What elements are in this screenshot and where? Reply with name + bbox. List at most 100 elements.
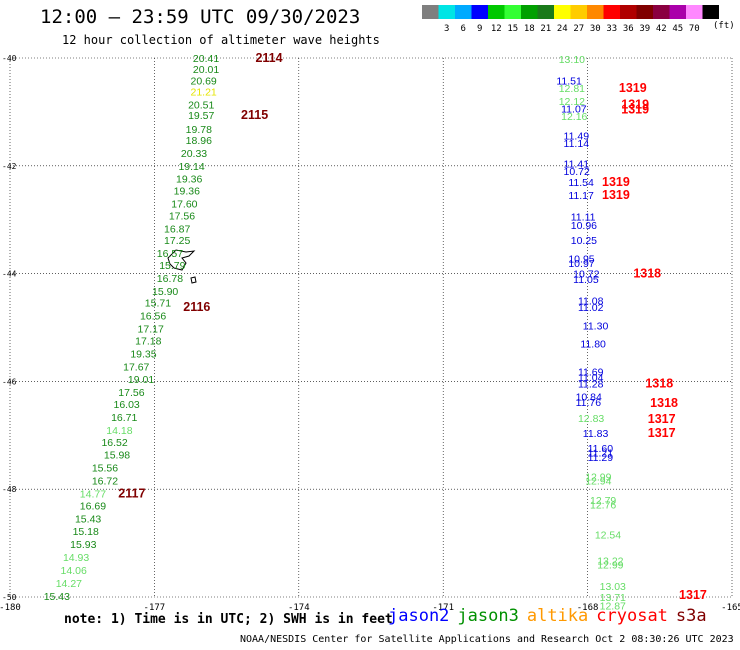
swh-label: 12.54 [595,529,621,541]
swh-label: 16.69 [80,500,106,512]
y-tick-label: -40 [2,54,17,63]
colorbar-label: 30 [590,24,601,34]
swh-label: 11.28 [578,379,604,391]
x-tick-label: -168 [577,603,599,610]
swh-label: 10.95 [568,254,594,266]
colorbar-label: 36 [623,24,634,34]
colorbar-swatch [636,5,653,19]
swh-label: 11.04 [578,372,604,384]
colorbar-label: 6 [461,24,466,34]
chart-title: 12:00 – 23:59 UTC 09/30/2023 [40,6,361,28]
swh-label: 17.56 [169,210,195,222]
time-label: 1318 [650,396,678,410]
swh-label: 11.60 [588,443,614,455]
legend-cryosat: cryosat [596,606,668,626]
colorbar-swatch [521,5,538,19]
x-tick-label: -165 [721,603,740,610]
swh-label: 12.81 [559,83,585,95]
swh-label: 11.41 [564,159,590,171]
colorbar-swatch [653,5,670,19]
credit-line: NOAA/NESDIS Center for Satellite Applica… [240,634,734,645]
swh-label: 19.35 [130,348,156,360]
colorbar-label: 45 [672,24,683,34]
colorbar-label: 24 [557,24,568,34]
colorbar-label: 21 [540,24,551,34]
swh-label: 11.54 [568,177,594,189]
y-tick-label: -44 [2,270,17,279]
swh-label: 11.05 [573,274,599,286]
swh-label: 11.14 [564,138,590,150]
time-label: 1319 [602,188,630,202]
swh-label: 10.97 [568,258,594,270]
swh-label: 16.57 [157,248,183,260]
colorbar-swatch [488,5,505,19]
swh-label: 12.99 [597,560,623,572]
colorbar-label: 12 [491,24,502,34]
swh-label: 19.78 [186,124,212,136]
legend-jason2: jason2 [388,606,450,626]
colorbar-units: (ft) [713,21,735,31]
swh-label: 10.72 [564,166,590,178]
swh-label: 10.84 [576,391,602,403]
island-outline [190,276,197,284]
swh-label: 17.67 [123,361,149,373]
swh-label: 11.11 [571,211,596,223]
time-label: 1317 [648,412,676,426]
swh-label: 10.25 [571,235,597,247]
time-label: 2116 [183,300,210,314]
swh-label: 11.30 [583,320,609,332]
swh-label: 11.21 [588,448,614,460]
time-label: 1319 [621,97,649,111]
colorbar-label: 27 [573,24,584,34]
colorbar-label: 18 [524,24,535,34]
legend-jason3: jason3 [457,606,519,626]
swh-label: 20.33 [181,148,207,160]
colorbar-label: 15 [507,24,518,34]
time-label: 2115 [241,108,268,122]
swh-label: 15.71 [145,298,171,310]
time-label: 1317 [648,426,676,440]
swh-label: 20.01 [193,64,219,76]
swh-label: 15.43 [75,513,101,525]
swh-label: 11.02 [578,302,604,314]
colorbar-swatch [686,5,703,19]
swh-label: 17.25 [164,235,190,247]
swh-label: 11.76 [576,397,602,409]
swh-label: 12.79 [590,495,616,507]
swh-label: 19.36 [174,186,200,198]
colorbar-label: 42 [656,24,667,34]
swh-label: 17.56 [118,387,144,399]
swh-label: 16.52 [101,437,127,449]
swh-label: 12.12 [559,96,585,108]
swh-label: 12.87 [600,601,626,610]
swh-label: 13.22 [597,555,623,567]
swh-label: 17.60 [171,199,197,211]
swh-label: 11.80 [580,339,606,351]
colorbar-label: 33 [606,24,617,34]
swh-label: 11.07 [561,104,587,116]
y-tick-label: -46 [2,377,17,386]
swh-label: 11.08 [578,296,604,308]
time-label: 1319 [602,175,630,189]
colorbar-label: 9 [477,24,482,34]
x-tick-label: -177 [144,603,166,610]
colorbar-swatch [422,5,439,19]
swh-label: 11.83 [583,428,609,440]
swh-label: 17.18 [135,335,161,347]
colorbar-swatch [620,5,637,19]
swh-label: 12.16 [561,111,587,123]
swh-label: 14.77 [80,489,106,501]
swh-label: 12.83 [578,413,604,425]
swh-label: 19.36 [176,174,202,186]
swh-label: 18.96 [186,135,212,147]
swh-label: 11.51 [556,76,582,88]
satellite-legend: jason2 jason3 altika cryosat s3a [388,606,715,626]
wave-height-plot: -180 -177 -174 -171 -168 -165 -40 -42 -44 -46 -48 -… [0,51,740,610]
legend-altika: altika [526,606,589,626]
swh-label: 16.56 [140,311,166,323]
swh-label: 14.27 [56,578,82,590]
colorbar-label: 3 [444,24,449,34]
swh-label: 15.93 [70,539,96,551]
time-label: 1318 [633,267,661,281]
swh-label: 15.18 [73,526,99,538]
